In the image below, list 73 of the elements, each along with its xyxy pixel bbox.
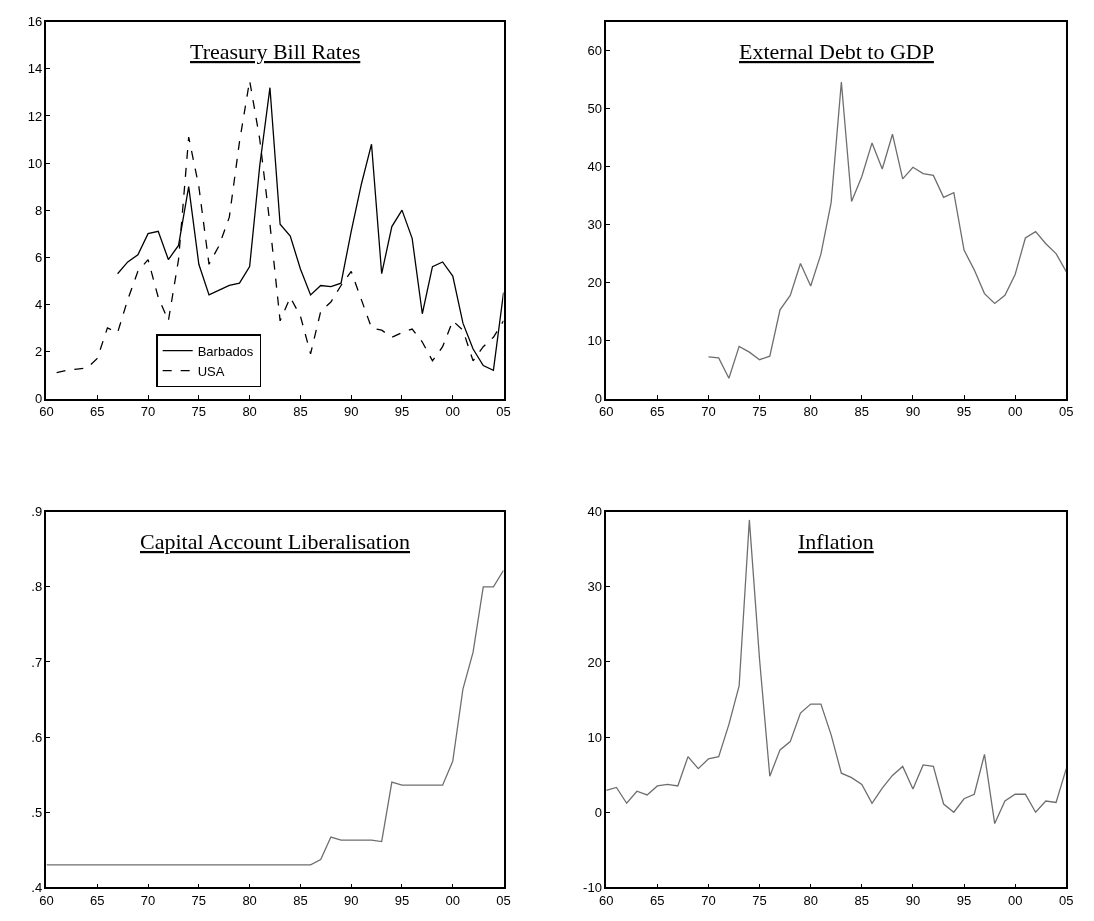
y-tick-label: 8	[34, 202, 43, 218]
x-tick-label: 80	[242, 892, 257, 908]
x-tick-label: 80	[803, 892, 818, 908]
y-tick-label: 40	[587, 504, 602, 520]
x-tick-label: 95	[956, 403, 972, 419]
y-tick-label: 20	[587, 654, 602, 670]
x-tick-label: 70	[701, 892, 716, 908]
x-tick-label: 75	[752, 403, 767, 419]
x-tick-label: 90	[905, 403, 921, 419]
text: Capital Account Liberalisation	[140, 529, 411, 554]
y-tick-label: 10	[27, 155, 43, 171]
x-tick-label: 85	[854, 892, 870, 908]
x-tick-label: 80	[803, 403, 818, 419]
x-tick-label: 70	[701, 403, 716, 419]
y-tick-label: 40	[587, 159, 602, 175]
y-tick-label: 12	[27, 108, 43, 124]
x-tick-label: 95	[956, 892, 972, 908]
x-tick-label: 00	[445, 403, 461, 419]
x-tick-label: 90	[905, 892, 921, 908]
y-tick-label: .4	[31, 879, 43, 895]
y-tick-label: 10	[587, 729, 602, 745]
y-tick-label: .5	[31, 804, 43, 820]
x-tick-label: 70	[140, 892, 156, 908]
x-tick-label: 85	[293, 892, 308, 908]
y-tick-label: 30	[587, 217, 602, 233]
y-tick-label: .8	[31, 579, 43, 595]
x-tick-label: 75	[191, 892, 207, 908]
x-tick-label: 90	[343, 892, 359, 908]
x-tick-label: 70	[140, 403, 156, 419]
x-tick-label: 65	[650, 892, 665, 908]
x-tick-label: 05	[496, 403, 511, 419]
y-tick-label: .9	[31, 504, 43, 520]
legend-label: USA	[197, 363, 225, 379]
text: External Debt to GDP	[739, 39, 934, 64]
x-tick-label: 85	[854, 403, 870, 419]
y-tick-label: 60	[587, 43, 602, 59]
x-tick-label: 85	[293, 403, 308, 419]
x-tick-label: 75	[191, 403, 207, 419]
y-tick-label: 50	[587, 101, 602, 117]
x-tick-label: 95	[394, 892, 410, 908]
legend-label: Barbados	[197, 343, 254, 359]
x-tick-label: 90	[343, 403, 359, 419]
y-tick-label: 6	[34, 249, 43, 265]
line-series	[606, 519, 1067, 825]
x-tick-label: 05	[1059, 892, 1074, 908]
x-tick-label: 65	[90, 892, 105, 908]
x-tick-label: 00	[1007, 892, 1023, 908]
y-tick-label: -10	[583, 879, 602, 895]
y-tick-label: 0	[594, 804, 602, 820]
x-tick-label: 75	[752, 892, 767, 908]
x-tick-label: 05	[1059, 403, 1074, 419]
text: Inflation	[798, 529, 874, 554]
line-series	[707, 81, 1067, 379]
y-tick-label: 20	[587, 275, 602, 291]
x-tick-label: 95	[394, 403, 410, 419]
x-tick-label: 80	[242, 403, 257, 419]
y-tick-label: 14	[27, 61, 43, 77]
y-tick-label: 0	[594, 391, 602, 407]
x-tick-label: 05	[496, 892, 511, 908]
y-tick-label: 10	[587, 333, 602, 349]
text: Treasury Bill Rates	[190, 39, 361, 64]
x-tick-label: 00	[1007, 403, 1023, 419]
line-series	[46, 569, 504, 866]
y-tick-label: .7	[31, 654, 43, 670]
y-tick-label: 4	[34, 296, 43, 312]
y-tick-label: 0	[34, 391, 43, 407]
y-tick-label: 2	[34, 343, 43, 359]
y-tick-label: 30	[587, 579, 602, 595]
x-tick-label: 00	[445, 892, 461, 908]
y-tick-label: .6	[31, 729, 43, 745]
x-tick-label: 65	[90, 403, 105, 419]
x-tick-label: 65	[650, 403, 665, 419]
y-tick-label: 16	[27, 14, 43, 30]
